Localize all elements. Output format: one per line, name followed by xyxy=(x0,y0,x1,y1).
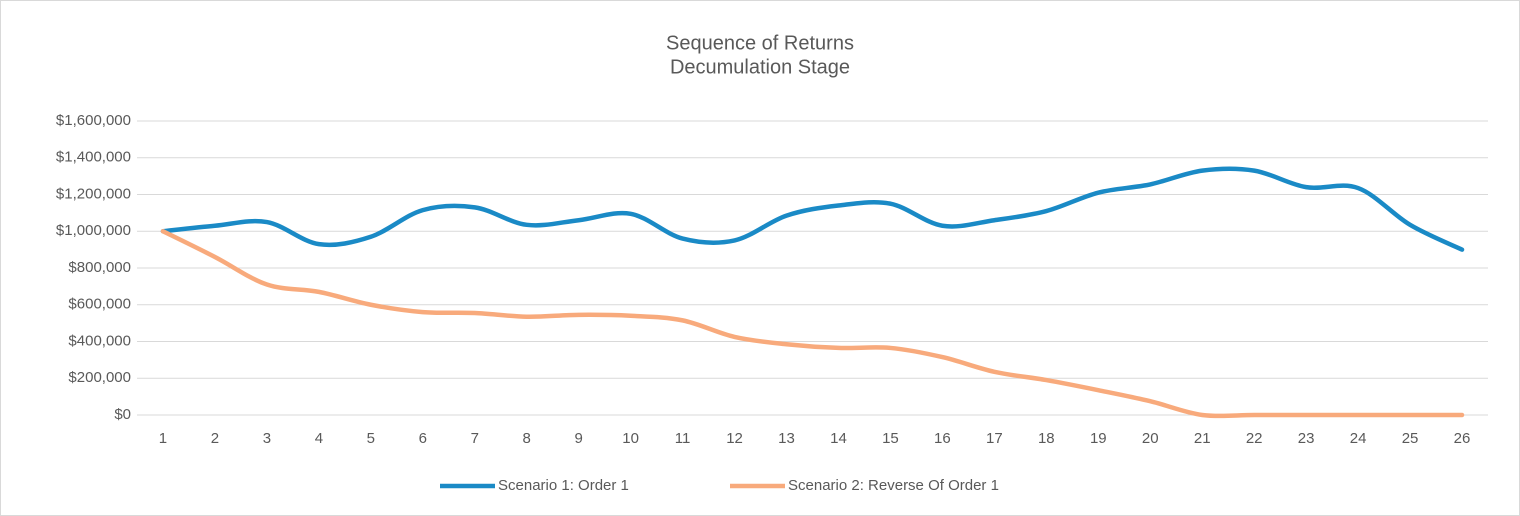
x-tick-label: 24 xyxy=(1350,430,1367,447)
x-tick-label: 4 xyxy=(315,430,323,447)
x-tick-label: 22 xyxy=(1246,430,1263,447)
line-series xyxy=(160,166,1465,252)
x-tick-label: 2 xyxy=(211,430,219,447)
legend-label: Scenario 1: Order 1 xyxy=(498,477,629,494)
x-tick-label: 19 xyxy=(1090,430,1107,447)
chart-title: Sequence of Returns xyxy=(666,32,854,54)
y-tick-label: $1,200,000 xyxy=(56,185,131,202)
y-tick-label: $800,000 xyxy=(68,259,131,276)
x-tick-label: 25 xyxy=(1402,430,1419,447)
legend-label: Scenario 2: Reverse Of Order 1 xyxy=(788,477,999,494)
x-tick-label: 11 xyxy=(675,430,691,447)
x-tick-label: 8 xyxy=(523,430,531,447)
y-tick-label: $600,000 xyxy=(68,296,131,313)
x-tick-label: 15 xyxy=(882,430,899,447)
x-tick-label: 17 xyxy=(986,430,1003,447)
x-tick-label: 12 xyxy=(726,430,743,447)
x-tick-label: 23 xyxy=(1298,430,1315,447)
x-tick-label: 1 xyxy=(159,430,167,447)
y-tick-label: $200,000 xyxy=(68,369,131,386)
x-tick-label: 16 xyxy=(934,430,951,447)
x-tick-label: 3 xyxy=(263,430,271,447)
x-tick-label: 7 xyxy=(471,430,479,447)
x-tick-label: 9 xyxy=(575,430,583,447)
y-tick-label: $1,600,000 xyxy=(56,112,131,129)
chart-subtitle: Decumulation Stage xyxy=(670,56,850,78)
x-tick-label: 20 xyxy=(1142,430,1159,447)
y-tick-label: $0 xyxy=(114,406,131,423)
y-tick-label: $400,000 xyxy=(68,332,131,349)
y-tick-label: $1,400,000 xyxy=(56,149,131,166)
y-tick-label: $1,000,000 xyxy=(56,222,131,239)
x-tick-label: 18 xyxy=(1038,430,1055,447)
x-tick-label: 14 xyxy=(830,430,847,447)
x-tick-label: 10 xyxy=(622,430,639,447)
x-tick-label: 21 xyxy=(1194,430,1211,447)
x-tick-label: 26 xyxy=(1454,430,1471,447)
x-tick-label: 5 xyxy=(367,430,375,447)
x-tick-label: 13 xyxy=(778,430,795,447)
x-tick-label: 6 xyxy=(419,430,427,447)
line-series xyxy=(160,229,1465,419)
